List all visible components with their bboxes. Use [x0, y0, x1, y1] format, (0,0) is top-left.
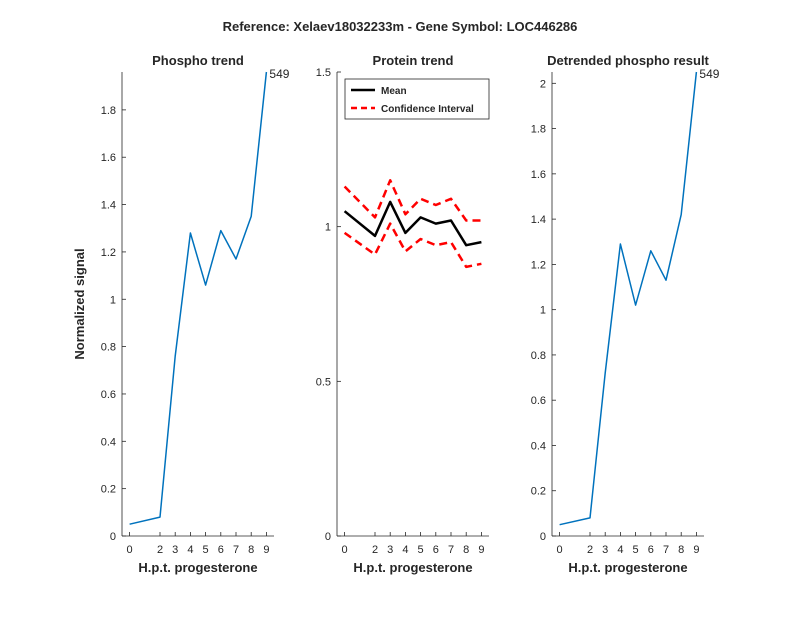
y-tick-label: 0.5: [316, 376, 331, 388]
chart-title: Detrended phospho result: [547, 53, 709, 68]
x-tick-label: 4: [402, 544, 408, 556]
point-annotation: 549: [699, 67, 719, 81]
y-tick-label: 1: [110, 294, 116, 306]
x-axis-label: H.p.t. progesterone: [353, 560, 472, 575]
y-tick-label: 2: [540, 78, 546, 90]
series-line: [559, 71, 698, 526]
y-tick-label: 0.4: [531, 440, 546, 452]
x-tick-label: 0: [342, 544, 348, 556]
x-tick-label: 8: [463, 544, 469, 556]
y-tick-label: 1: [325, 222, 331, 234]
y-tick-label: 0.8: [101, 342, 116, 354]
x-tick-label: 7: [663, 544, 669, 556]
y-tick-label: 0.2: [101, 484, 116, 496]
series-line: [129, 71, 268, 525]
x-axis-label: H.p.t. progesterone: [138, 560, 257, 575]
x-axis-label: H.p.t. progesterone: [568, 560, 687, 575]
x-tick-label: 6: [648, 544, 654, 556]
x-tick-label: 9: [478, 544, 484, 556]
y-tick-label: 0.8: [531, 350, 546, 362]
y-tick-label: 1.6: [101, 152, 116, 164]
y-tick-label: 0.4: [101, 436, 116, 448]
x-tick-label: 7: [448, 544, 454, 556]
legend-box: [344, 78, 490, 120]
point-annotation: 549: [269, 67, 289, 81]
x-tick-label: 6: [433, 544, 439, 556]
y-tick-label: 1.2: [101, 247, 116, 259]
x-tick-label: 6: [218, 544, 224, 556]
series-line: [343, 222, 482, 269]
y-tick-label: 0: [110, 531, 116, 543]
x-tick-label: 0: [557, 544, 563, 556]
y-axis-label: Normalized signal: [72, 248, 87, 359]
y-tick-label: 0: [325, 531, 331, 543]
y-tick-label: 1.8: [101, 105, 116, 117]
x-tick-label: 5: [203, 544, 209, 556]
x-tick-label: 5: [633, 544, 639, 556]
y-tick-label: 1.4: [101, 200, 116, 212]
y-tick-label: 0.6: [531, 395, 546, 407]
x-tick-label: 2: [157, 544, 163, 556]
y-tick-label: 0.6: [101, 389, 116, 401]
x-tick-label: 7: [233, 544, 239, 556]
y-tick-label: 1: [540, 305, 546, 317]
x-tick-label: 2: [587, 544, 593, 556]
y-tick-label: 1.8: [531, 124, 546, 136]
legend-entry: Mean: [381, 86, 407, 97]
x-tick-label: 3: [172, 544, 178, 556]
x-tick-label: 4: [187, 544, 193, 556]
x-tick-label: 3: [387, 544, 393, 556]
x-tick-label: 8: [248, 544, 254, 556]
legend-entry: Confidence Interval: [381, 104, 474, 115]
y-tick-label: 0: [540, 531, 546, 543]
x-tick-label: 3: [602, 544, 608, 556]
chart-title: Protein trend: [373, 53, 454, 68]
x-tick-label: 4: [617, 544, 623, 556]
series-line: [343, 179, 482, 222]
chart-title: Phospho trend: [152, 53, 244, 68]
y-tick-label: 1.4: [531, 214, 546, 226]
series-line: [343, 200, 482, 247]
x-tick-label: 9: [693, 544, 699, 556]
x-tick-label: 5: [418, 544, 424, 556]
y-tick-label: 1.2: [531, 259, 546, 271]
y-tick-label: 0.2: [531, 486, 546, 498]
x-tick-label: 8: [678, 544, 684, 556]
y-tick-label: 1.5: [316, 67, 331, 79]
figure-suptitle: Reference: Xelaev18032233m - Gene Symbol…: [223, 19, 578, 34]
x-tick-label: 0: [127, 544, 133, 556]
x-tick-label: 9: [263, 544, 269, 556]
y-tick-label: 1.6: [531, 169, 546, 181]
x-tick-label: 2: [372, 544, 378, 556]
